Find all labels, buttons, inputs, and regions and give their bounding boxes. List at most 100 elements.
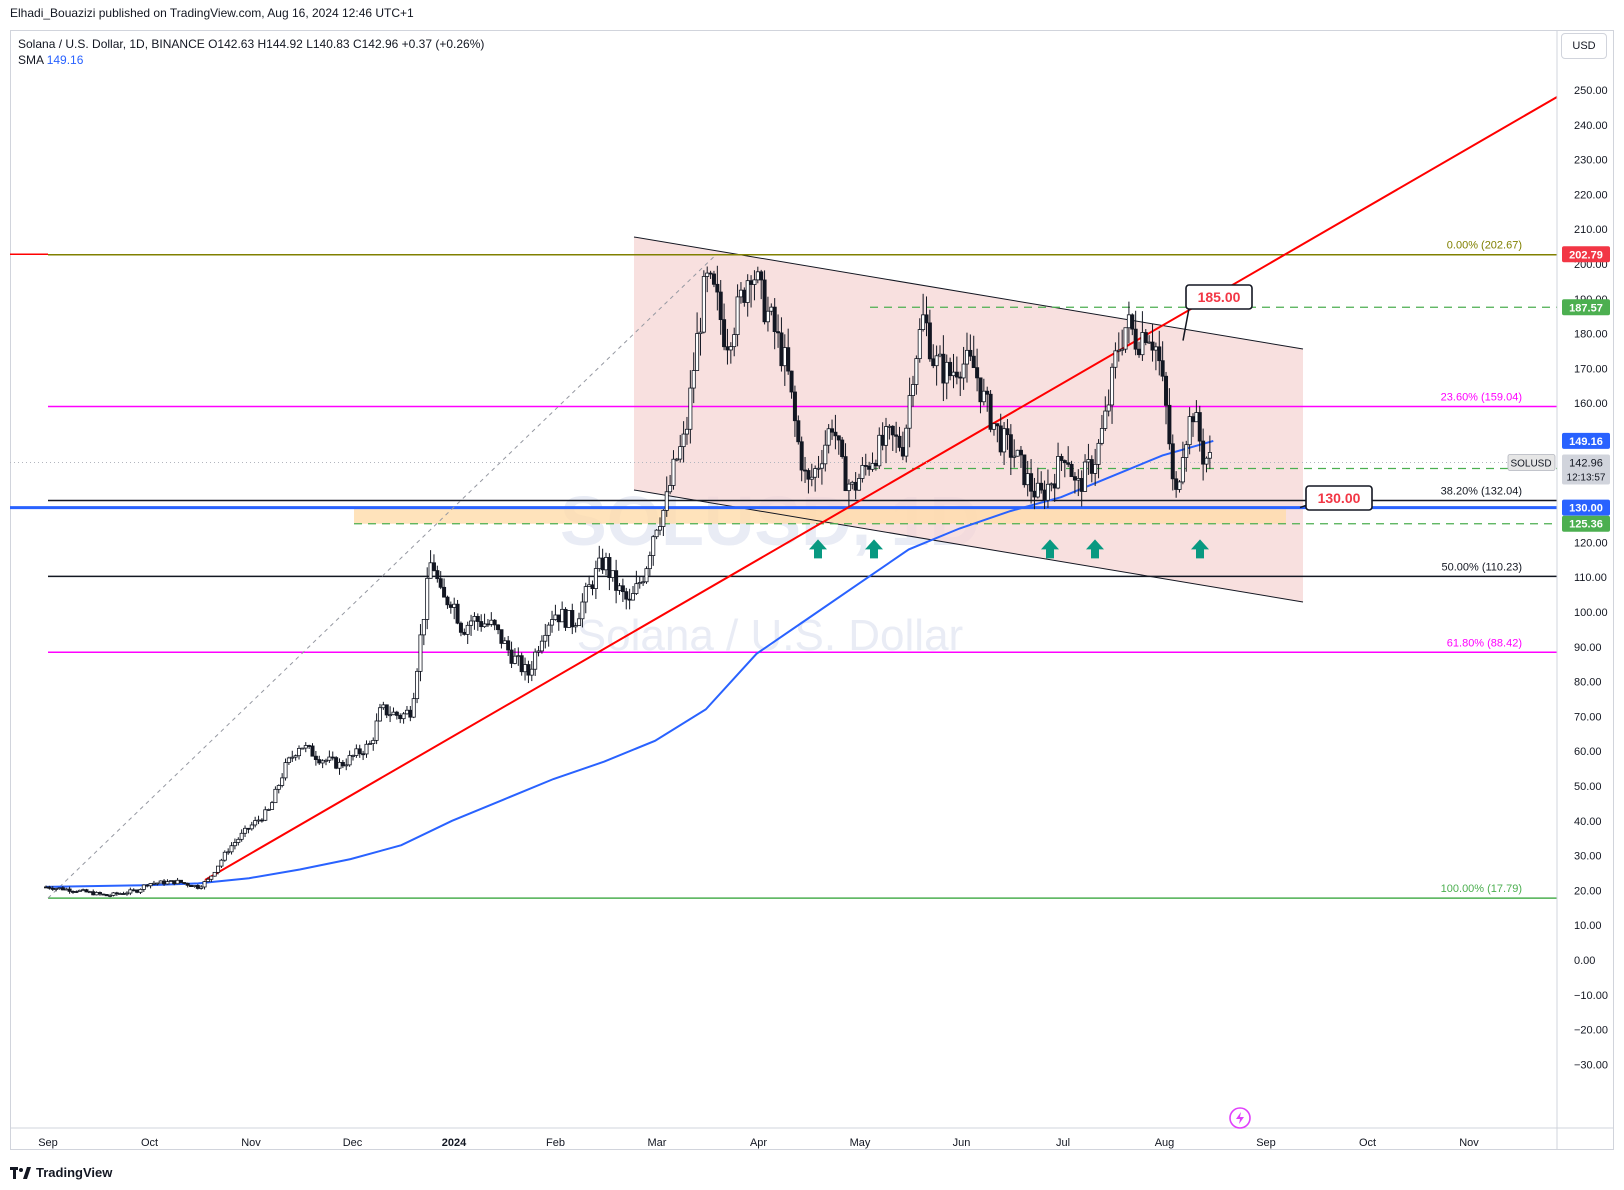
last-price-tag[interactable] [1562,454,1610,485]
callout-box[interactable] [1305,485,1373,511]
candle-body [614,570,619,591]
candle-body [124,892,129,895]
price-tag[interactable] [1562,299,1610,316]
candle-body [388,714,393,717]
candle-body [1045,483,1050,501]
candle-body [556,614,561,623]
candle-body [290,756,295,759]
candle-body [637,582,642,585]
candle-body [884,426,889,446]
channel-upper-line[interactable] [633,236,1304,350]
candle-body [421,618,426,636]
callout-box[interactable] [1185,284,1253,310]
candle-body [121,893,126,895]
candle-body [1130,314,1135,330]
time-tick-label: Apr [750,1137,767,1149]
candle-body [671,458,676,486]
candle-body [404,709,409,715]
candle-body [182,882,187,884]
candle-body [863,465,868,467]
candle-body [1096,442,1101,465]
lightning-icon[interactable] [1229,1107,1251,1129]
candle-body [1116,349,1121,352]
time-tick-label: May [850,1137,871,1149]
support-zone[interactable] [354,507,1286,524]
candle-body [728,346,733,351]
candle-body [216,865,221,873]
candle-body [97,892,102,895]
candle-body [381,704,386,709]
candle-body [937,353,942,357]
candle-body [1103,410,1108,429]
candle-body [570,610,575,628]
candle-body [374,720,379,741]
candle-body [347,755,352,766]
candle-body [209,875,214,880]
candle-body [1197,412,1202,442]
candle-body [162,880,167,885]
candle-body [698,331,703,335]
candle-body [60,887,65,891]
price-tag[interactable] [1562,432,1610,449]
candle-body [691,370,696,389]
candle-body [1123,327,1128,350]
candle-body [1093,463,1098,474]
candle-body [155,882,160,885]
candle-body [1059,456,1064,461]
candle-body [273,788,278,804]
candle-body [931,358,936,367]
fib-label: 100.00% (17.79) [1441,883,1522,895]
candle-body [934,355,939,367]
candle-body [1126,314,1131,329]
candle-body [1062,460,1067,464]
price-tick-label: −10.00 [1574,990,1608,1002]
time-tick-label: Feb [546,1137,565,1149]
candle-body [664,491,669,511]
symbol-tag[interactable] [1507,454,1556,471]
candle-body [674,458,679,461]
candle-body [786,347,791,372]
candle-body [769,306,774,312]
candle-body [998,425,1003,453]
currency-button[interactable]: USD [1561,33,1607,59]
price-tag[interactable] [1562,515,1610,532]
candle-body [357,748,362,755]
candle-body [94,892,99,896]
price-tag[interactable] [1562,499,1610,516]
candle-body [222,851,227,861]
candle-body [489,619,494,625]
candle-body [195,885,200,889]
last-price-label: 142.96 [1569,457,1603,469]
legend-symbol: Solana / U.S. Dollar, 1D, BINANCE [18,37,205,51]
rising-trendline[interactable] [204,96,1558,881]
candle-body [425,577,430,620]
candle-body [539,640,544,652]
price-tag[interactable] [1562,246,1610,263]
candle-body [964,349,969,365]
candle-body [853,481,858,491]
candle-body [418,634,423,672]
candle-body [337,761,342,769]
price-tick-label: 60.00 [1574,746,1602,758]
candle-body [145,884,150,887]
candle-body [371,739,376,744]
candle-body [752,279,757,285]
sma-line[interactable] [45,439,1214,888]
price-tick-label: 10.00 [1574,920,1602,932]
time-tick-label: Nov [1459,1137,1479,1149]
candle-body [361,753,366,756]
candle-body [580,601,585,620]
price-tick-label: 250.00 [1574,85,1608,97]
tradingview-logo[interactable]: TradingView [10,1165,112,1180]
candle-body [330,756,335,759]
candle-body [958,376,963,379]
candle-body [367,743,372,745]
candle-body [165,881,170,885]
price-tick-label: 90.00 [1574,642,1602,654]
candle-body [1056,456,1061,489]
candle-body [630,593,635,601]
candle-body [813,468,818,478]
candle-body [1022,454,1027,486]
symbol-tag-label: SOLUSD [1510,458,1551,469]
